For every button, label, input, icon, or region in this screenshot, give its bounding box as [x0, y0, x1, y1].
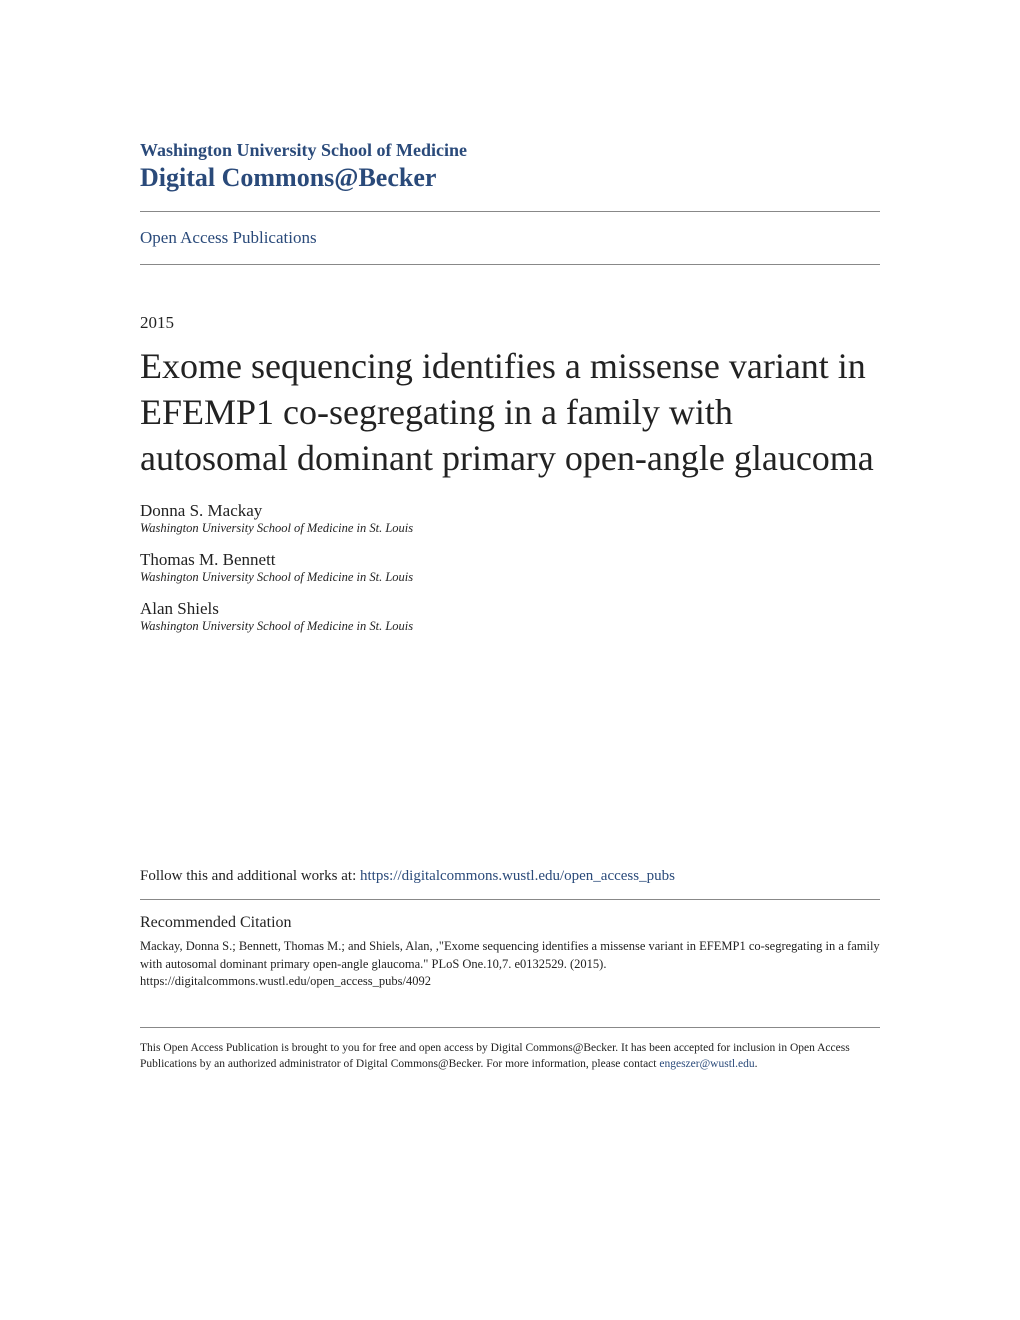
header-repository[interactable]: Digital Commons@Becker [140, 163, 880, 193]
divider-mid [140, 264, 880, 265]
follow-prefix: Follow this and additional works at: [140, 868, 360, 884]
author-block: Alan Shiels Washington University School… [140, 599, 880, 634]
page-container: Washington University School of Medicine… [140, 140, 880, 1073]
footer-email-link[interactable]: engeszer@wustl.edu [659, 1058, 754, 1070]
author-block: Donna S. Mackay Washington University Sc… [140, 501, 880, 536]
article-year: 2015 [140, 313, 880, 333]
article-title: Exome sequencing identifies a missense v… [140, 343, 880, 481]
footer-text: This Open Access Publication is brought … [140, 1040, 880, 1073]
section-link-open-access[interactable]: Open Access Publications [140, 228, 880, 248]
citation-heading: Recommended Citation [140, 914, 880, 932]
author-affiliation: Washington University School of Medicine… [140, 570, 880, 585]
follow-text: Follow this and additional works at: htt… [140, 868, 880, 885]
author-name: Donna S. Mackay [140, 501, 880, 521]
divider-top [140, 211, 880, 212]
divider-citation [140, 899, 880, 900]
citation-text: Mackay, Donna S.; Bennett, Thomas M.; an… [140, 938, 880, 991]
footer-after: . [755, 1058, 758, 1070]
author-affiliation: Washington University School of Medicine… [140, 619, 880, 634]
divider-footer [140, 1027, 880, 1028]
author-block: Thomas M. Bennett Washington University … [140, 550, 880, 585]
author-affiliation: Washington University School of Medicine… [140, 521, 880, 536]
spacer [140, 648, 880, 868]
author-name: Alan Shiels [140, 599, 880, 619]
header-institution[interactable]: Washington University School of Medicine [140, 140, 880, 161]
follow-link[interactable]: https://digitalcommons.wustl.edu/open_ac… [360, 868, 675, 884]
author-name: Thomas M. Bennett [140, 550, 880, 570]
